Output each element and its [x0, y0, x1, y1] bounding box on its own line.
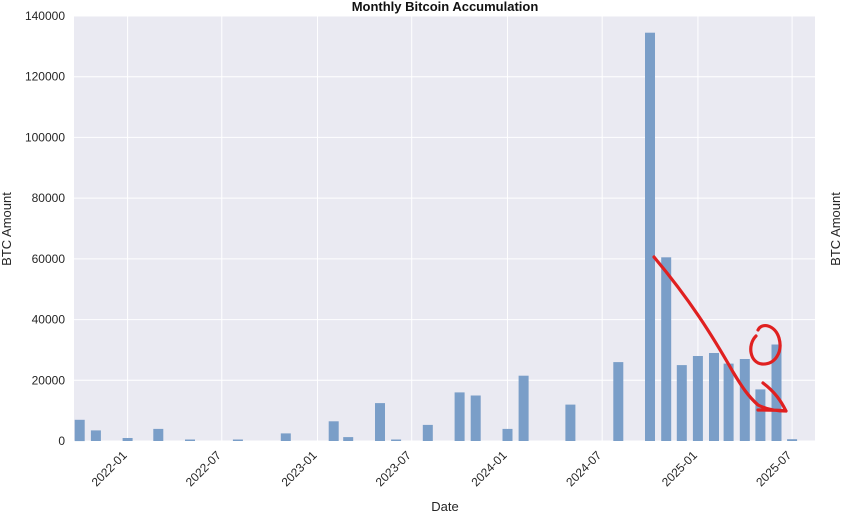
bar [723, 363, 734, 441]
bar [391, 439, 402, 441]
chart-title: Monthly Bitcoin Accumulation [352, 0, 539, 14]
y-tick-label: 140000 [25, 9, 65, 23]
hand-drawn-circle-annotation [749, 324, 782, 366]
bar [454, 392, 465, 441]
x-axis-title: Date [431, 499, 458, 513]
bar [709, 353, 719, 441]
x-tick-label: 2024-07 [563, 448, 604, 489]
y-tick-label: 120000 [25, 70, 65, 84]
bar [328, 421, 339, 441]
x-tick-label: 2022-01 [89, 448, 130, 489]
bar [771, 344, 782, 441]
bar [755, 389, 766, 441]
bar [565, 404, 576, 441]
bar [153, 428, 164, 441]
y-axis-title: BTC Amount [0, 192, 14, 266]
bar [90, 430, 101, 441]
hand-drawn-annotations [652, 255, 788, 413]
x-tick-label: 2025-07 [753, 448, 794, 489]
x-tick-label: 2024-01 [469, 448, 510, 489]
grid-lines [74, 15, 815, 442]
bar [613, 362, 624, 441]
bar [375, 403, 385, 441]
bar [502, 428, 513, 441]
x-tick-labels: 2022-01 2022-07 2023-01 2023-07 2024-01 2024-… [89, 448, 795, 489]
x-tick-label: 2023-07 [373, 448, 414, 489]
bar [787, 439, 798, 441]
hand-drawn-arrow-annotation [652, 255, 788, 413]
y-tick-label: 80000 [32, 191, 66, 205]
plot-background [74, 16, 815, 441]
bar [232, 439, 243, 441]
bar [422, 424, 433, 441]
bar [343, 437, 354, 441]
bar [185, 439, 195, 441]
bar [122, 438, 133, 441]
bar [661, 257, 672, 441]
y-tick-label: 40000 [32, 313, 66, 327]
bar [676, 365, 687, 441]
y-tick-label: 60000 [32, 252, 66, 266]
bar [692, 356, 703, 441]
y-tick-label: 20000 [32, 373, 66, 387]
x-tick-label: 2022-07 [183, 448, 224, 489]
bar [280, 433, 291, 441]
y-tick-label: 100000 [25, 130, 65, 144]
bars [74, 32, 798, 442]
right-y-axis-title: BTC Amount [828, 192, 843, 266]
y-tick-label: 0 [58, 434, 65, 448]
bar [518, 375, 529, 441]
bar [470, 395, 481, 441]
x-tick-label: 2025-01 [659, 448, 700, 489]
bar [739, 359, 750, 441]
x-tick-label: 2023-01 [279, 448, 320, 489]
bar [74, 419, 85, 442]
bar [645, 32, 655, 441]
y-tick-labels: 0 20000 40000 60000 80000 100000 120000 140000 [25, 9, 65, 448]
